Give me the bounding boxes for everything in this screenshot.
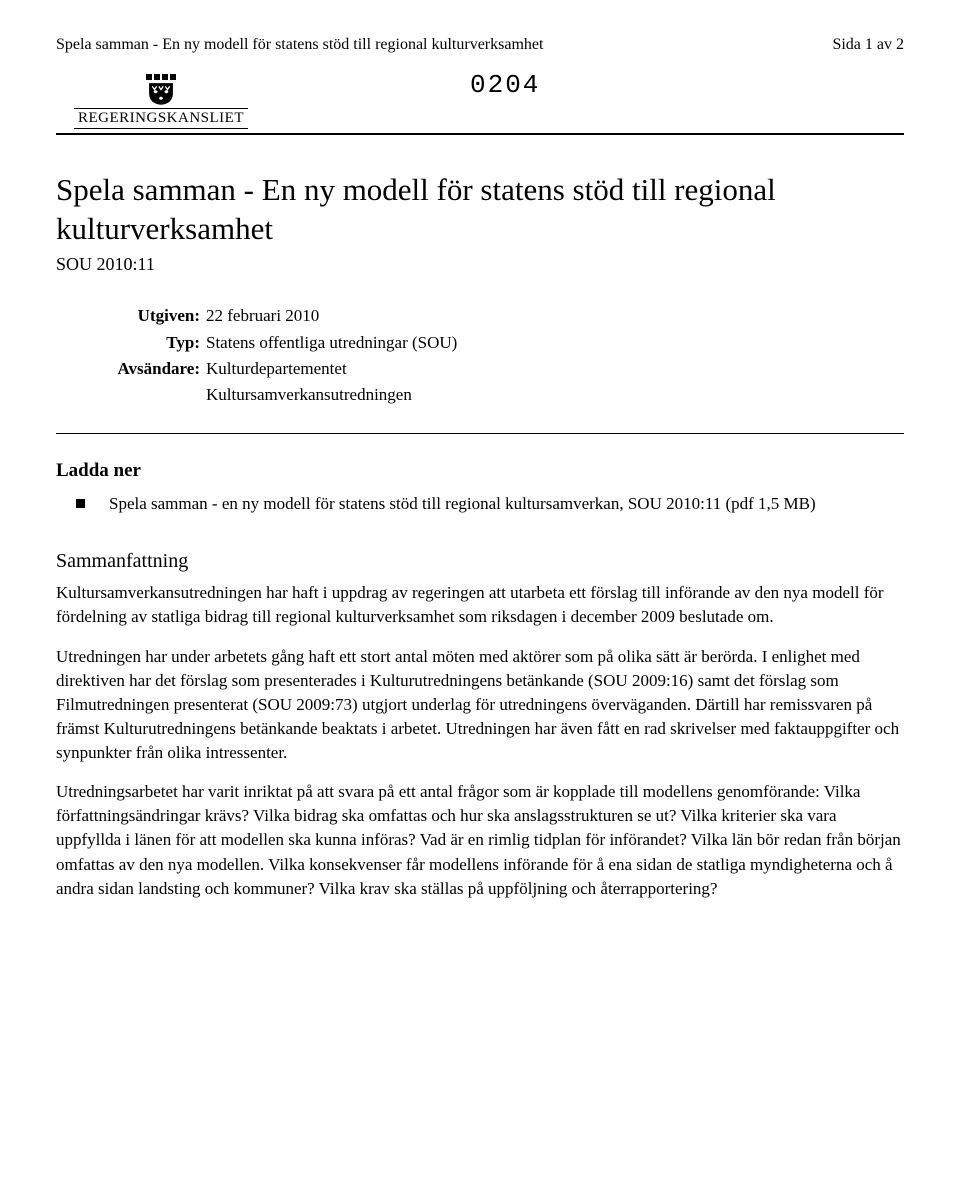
- bullet-icon: [76, 499, 85, 508]
- agency-name: REGERINGSKANSLIET: [74, 108, 248, 129]
- summary-paragraph: Utredningen har under arbetets gång haft…: [56, 645, 904, 766]
- sou-reference: SOU 2010:11: [56, 254, 904, 275]
- meta-label: Typ:: [96, 330, 206, 356]
- meta-value-line: Kulturdepartementet: [206, 356, 904, 382]
- meta-value: 22 februari 2010: [206, 303, 904, 329]
- download-link[interactable]: Spela samman - en ny modell för statens …: [76, 492, 904, 517]
- running-title: Spela samman - En ny modell för statens …: [56, 36, 543, 54]
- summary-paragraph: Kultursamverkansutredningen har haft i u…: [56, 581, 904, 629]
- meta-row-typ: Typ: Statens offentliga utredningar (SOU…: [96, 330, 904, 356]
- meta-label: Utgiven:: [96, 303, 206, 329]
- download-link-text: Spela samman - en ny modell för statens …: [109, 492, 816, 517]
- meta-value: Kulturdepartementet Kultursamverkansutre…: [206, 356, 904, 409]
- divider: [56, 133, 904, 135]
- metadata-block: Utgiven: 22 februari 2010 Typ: Statens o…: [96, 303, 904, 408]
- download-heading: Ladda ner: [56, 460, 904, 482]
- meta-value-line: Kultursamverkansutredningen: [206, 382, 904, 408]
- summary-heading: Sammanfattning: [56, 550, 904, 573]
- letterhead: REGERINGSKANSLIET 0204: [56, 74, 904, 129]
- page-title: Spela samman - En ny modell för statens …: [56, 171, 904, 249]
- meta-value: Statens offentliga utredningar (SOU): [206, 330, 904, 356]
- meta-label: Avsändare:: [96, 356, 206, 409]
- crown-icon: [146, 74, 176, 80]
- meta-row-avsandare: Avsändare: Kulturdepartementet Kultursam…: [96, 356, 904, 409]
- running-header: Spela samman - En ny modell för statens …: [56, 36, 904, 54]
- shield-icon: [148, 82, 174, 106]
- meta-row-utgiven: Utgiven: 22 februari 2010: [96, 303, 904, 329]
- document-number: 0204: [470, 70, 540, 100]
- page-indicator: Sida 1 av 2: [832, 36, 904, 54]
- agency-logo-block: REGERINGSKANSLIET: [56, 74, 266, 129]
- divider: [56, 433, 904, 434]
- summary-paragraph: Utredningsarbetet har varit inriktat på …: [56, 780, 904, 901]
